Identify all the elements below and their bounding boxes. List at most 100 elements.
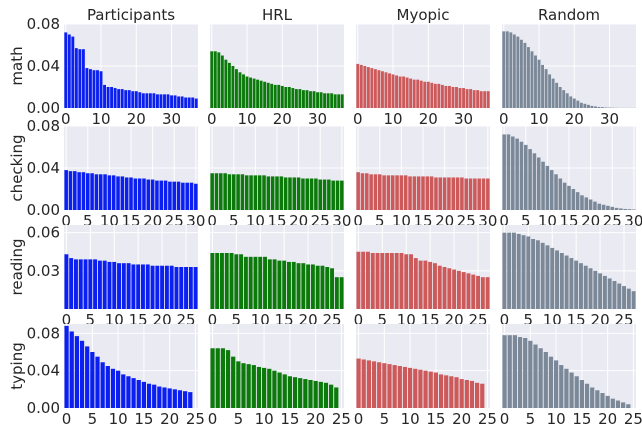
panel-reading-participants-x-tick-label: 5: [86, 311, 96, 329]
panel-math-hrl-x-tick-label: 10: [237, 110, 256, 128]
panel-math-myopic-bar: [388, 73, 391, 108]
row-label-checking: checking: [8, 134, 26, 201]
panel-checking-participants-bar: [133, 178, 138, 210]
panel-checking-participants-bar: [111, 175, 116, 210]
panel-typing-hrl-bar: [287, 376, 292, 408]
panel-checking-hrl-bar: [288, 177, 292, 210]
panel-reading-random-bar: [564, 255, 569, 309]
panel-reading-myopic-bar: [428, 261, 433, 309]
panel-checking-myopic-bar: [403, 175, 408, 210]
panel-checking-participants-y-tick-label: 0.00: [27, 201, 60, 219]
panel-math-hrl-bar: [235, 69, 238, 108]
panel-checking-hrl-bar: [322, 179, 327, 210]
panel-math-participants-bar: [110, 87, 114, 108]
panel-math-participants-bar: [85, 68, 89, 108]
panel-checking-random-bar: [632, 209, 636, 210]
panel-reading-random-bar: [583, 265, 588, 309]
panel-reading-myopic-bar: [447, 268, 452, 309]
row-label-typing: typing: [8, 342, 26, 389]
panel-math-random-bar: [548, 74, 552, 108]
panel-typing-random-bar: [584, 383, 590, 408]
panel-typing-participants-bar: [152, 384, 157, 408]
panel-checking-random-x-tick-label: 5: [521, 212, 531, 230]
panel-reading-random-bar: [598, 273, 603, 309]
panel-checking-participants-bar: [124, 177, 129, 210]
panel-checking-myopic-bar: [468, 178, 473, 210]
panel-checking-hrl-bar: [327, 179, 331, 210]
panel-reading-random-bar: [607, 278, 612, 309]
panel-typing-participants-bar: [126, 376, 131, 408]
panel-typing-myopic-x-tick-label: 0: [354, 410, 364, 425]
panel-math-participants-bar: [113, 88, 117, 108]
panel-checking-participants-bar: [163, 180, 168, 210]
panel-reading-myopic-bar: [413, 258, 418, 309]
panel-checking-participants-bar: [168, 181, 172, 210]
panel-typing-hrl-bar: [220, 348, 225, 408]
panel-math-myopic-bar: [462, 88, 465, 108]
panel-checking-myopic-bar: [460, 177, 464, 210]
panel-math-random-bar: [569, 96, 573, 108]
panel-math-myopic-bar: [426, 81, 430, 108]
panel-math-participants-bar: [152, 93, 156, 108]
panel-reading-myopic-bar: [471, 274, 476, 309]
panel-checking-random-bar: [545, 165, 550, 210]
panel-reading-hrl-bar: [272, 259, 277, 309]
panel-checking-participants-bar: [189, 182, 194, 210]
panel-math-participants-x-tick-label: 20: [127, 110, 146, 128]
panel-typing-random-bar: [533, 344, 538, 408]
panel-checking-participants-bar: [77, 172, 81, 210]
panel-checking-myopic-bar: [486, 178, 490, 210]
panel-math-random-bar: [537, 59, 541, 108]
panel-typing-participants-bar: [121, 374, 126, 408]
panel-math-random-bar: [512, 34, 516, 108]
panel-typing-random-bar: [543, 352, 548, 408]
panel-checking-random-bar: [532, 153, 537, 210]
panel-math-myopic-x-tick-label: 0: [353, 110, 363, 128]
panel-math-myopic-x-tick-label: 30: [454, 110, 473, 128]
panel-typing-participants-bar: [74, 336, 79, 408]
panel-checking-hrl-bar: [296, 177, 301, 210]
panel-typing-random-bar: [615, 400, 621, 408]
panel-typing-participants-bar: [141, 381, 146, 408]
panel-reading-participants-bar: [121, 263, 126, 309]
panel-checking-participants-bar: [150, 179, 155, 210]
panel-math-random-bar: [544, 69, 548, 108]
panel-math-myopic-bar: [469, 89, 473, 108]
panel-math-hrl-bar: [263, 81, 267, 108]
panel-checking-random-bar: [536, 157, 541, 210]
panel-reading-myopic-bar: [418, 260, 423, 309]
panel-typing-myopic-bar: [428, 371, 433, 408]
panel-reading-participants-x-tick-label: 0: [62, 311, 72, 329]
panel-checking-random-bar: [502, 134, 506, 210]
panel-typing-hrl-bar: [210, 348, 215, 408]
panel-checking-myopic-bar: [395, 175, 399, 210]
panel-typing-participants-x-tick-label: 20: [160, 410, 179, 425]
panel-math-hrl-bar: [238, 72, 242, 108]
panel-math-hrl-bar: [340, 94, 344, 108]
panel-reading-participants-bar: [83, 259, 88, 309]
panel-math-participants-bar: [106, 87, 110, 108]
panel-typing-myopic-bar: [449, 376, 454, 408]
panel-typing-participants-bar: [183, 391, 188, 408]
panel-math-hrl-bar: [312, 91, 316, 108]
panel-reading-hrl-bar: [330, 268, 334, 309]
panel-reading-participants-bar: [179, 267, 184, 309]
panel-math-hrl-bar: [287, 87, 291, 108]
panel-math-myopic-bar: [412, 79, 416, 108]
panel-reading-myopic-bar: [366, 251, 370, 309]
panel-math-participants-bar: [187, 97, 191, 108]
panel-math-hrl-bar: [249, 77, 252, 108]
panel-math-myopic-bar: [458, 88, 462, 108]
panel-typing-hrl-bar: [251, 365, 256, 408]
panel-reading-myopic-bar: [404, 254, 409, 309]
panel-checking-myopic-bar: [425, 176, 430, 210]
panel-typing-random-bar: [579, 380, 584, 408]
column-title-myopic: Myopic: [397, 6, 450, 24]
panel-math-hrl-x-tick-label: 20: [273, 110, 292, 128]
panel-typing-hrl-bar: [277, 372, 282, 408]
panel-typing-participants-bar: [136, 380, 141, 408]
panel-math-myopic-bar: [384, 72, 388, 108]
panel-reading-random-bar: [550, 247, 555, 309]
panel-math-hrl-bar: [305, 90, 309, 108]
panel-typing-random-bar: [538, 348, 543, 408]
